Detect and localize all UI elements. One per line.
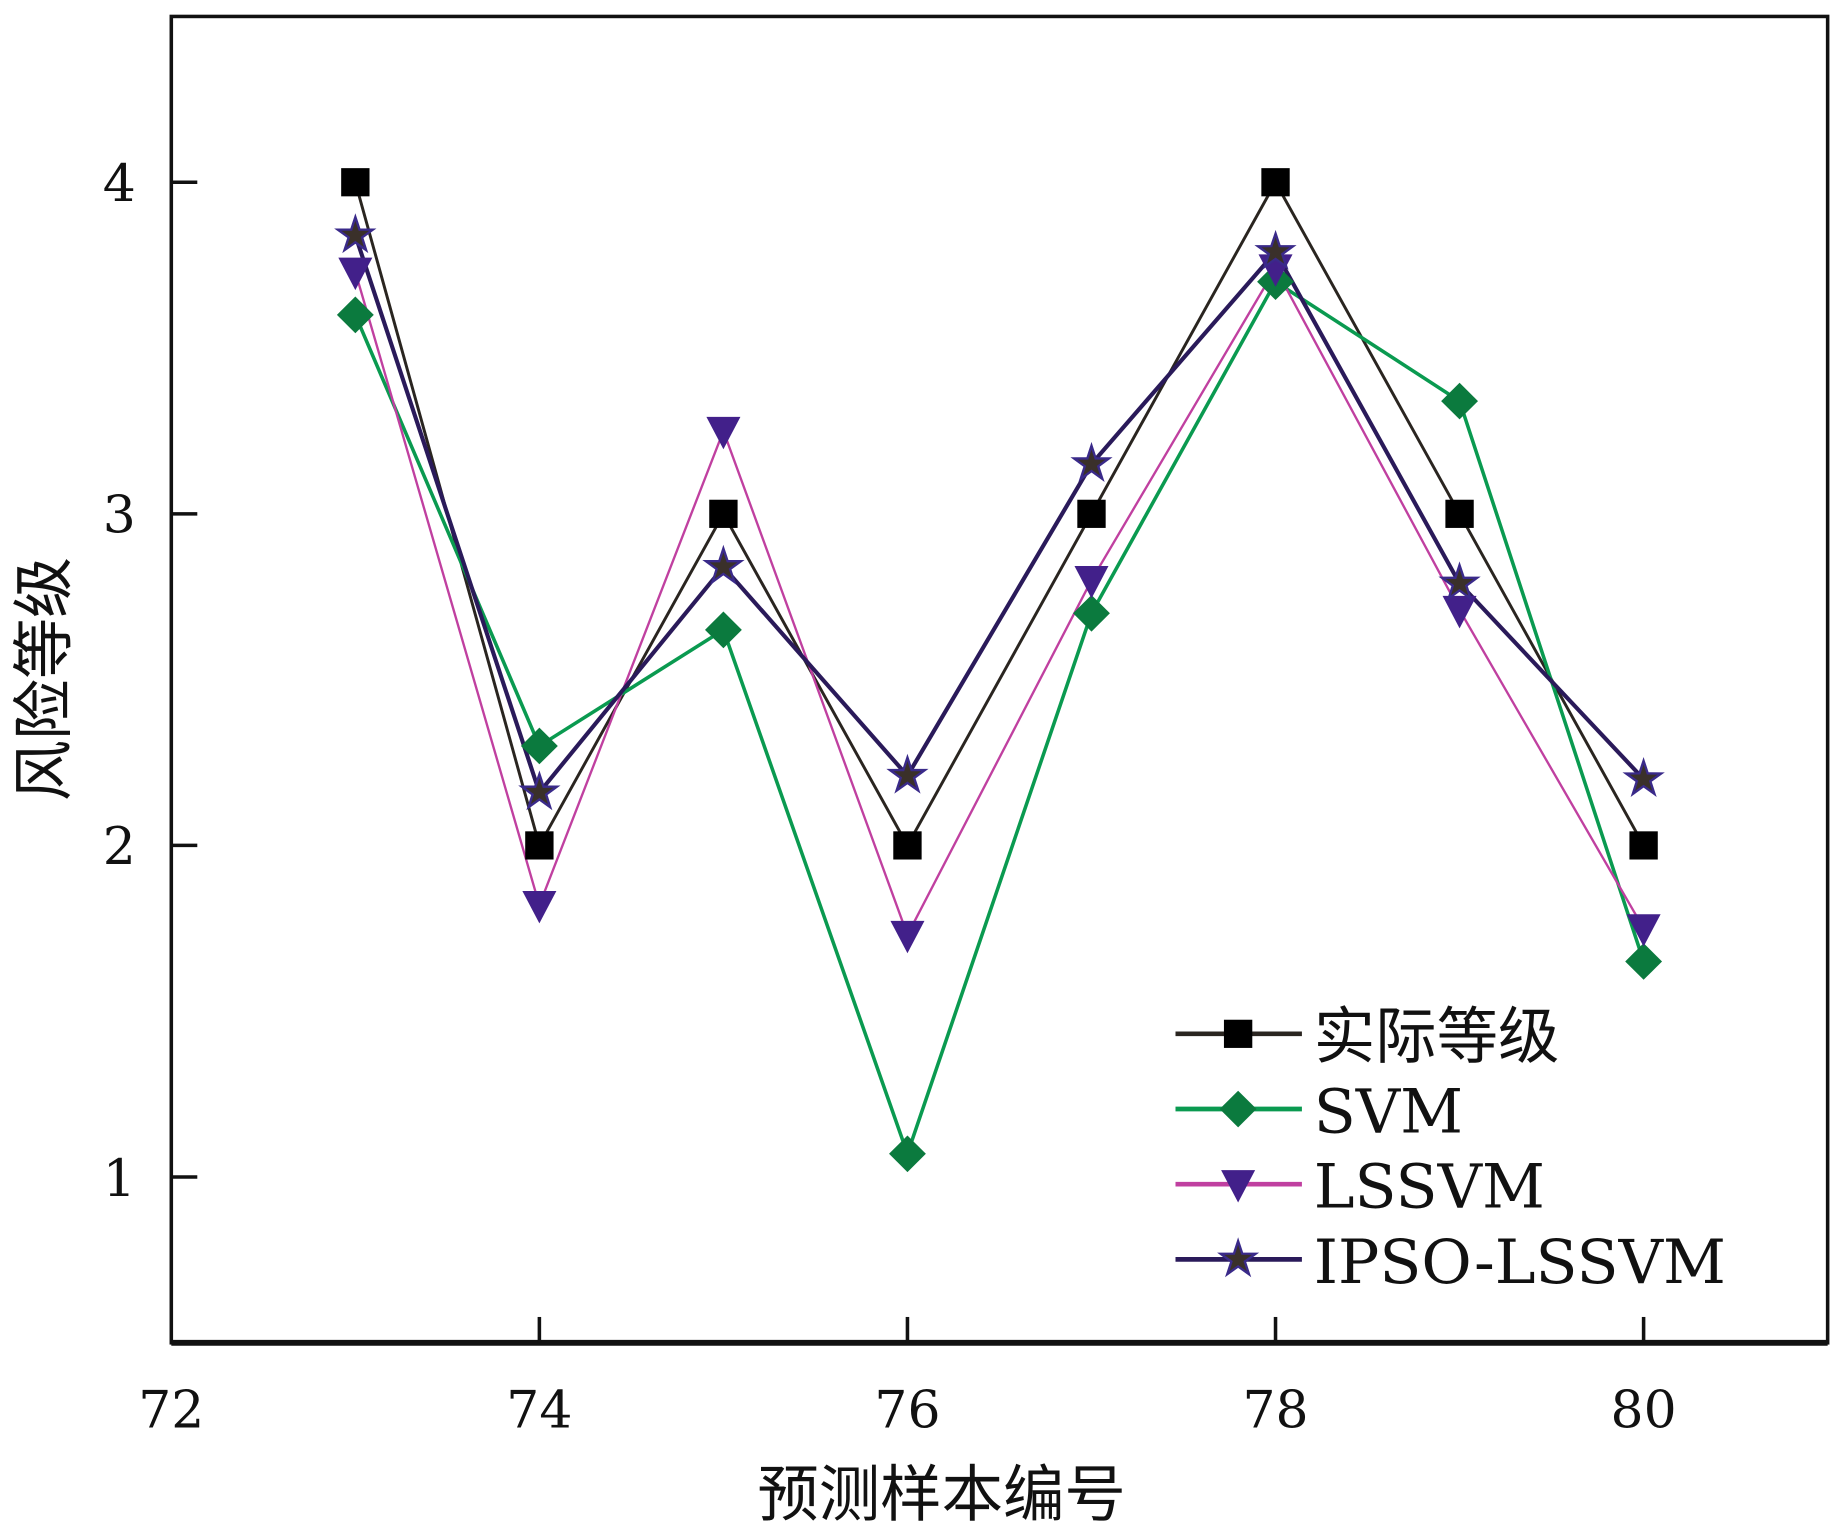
y-tick-label: 1 (103, 1149, 136, 1209)
data-point-square (1077, 499, 1106, 528)
data-point-diamond (704, 611, 742, 649)
data-point-diamond (1625, 943, 1663, 980)
legend-marker-diamond (1219, 1090, 1257, 1128)
data-point-star (886, 753, 929, 794)
data-point-triangle-down (890, 920, 925, 954)
data-point-square (893, 831, 922, 860)
x-tick-label: 74 (506, 1381, 572, 1441)
data-point-star (334, 213, 377, 254)
data-point-triangle-down (1442, 595, 1477, 629)
data-point-star (1622, 757, 1665, 797)
x-tick-label: 80 (1611, 1381, 1677, 1441)
legend-item: 实际等级 (1175, 1001, 1560, 1072)
legend-marker-triangle-down (1221, 1170, 1256, 1203)
legend-marker-square (1223, 1019, 1253, 1048)
legend-item: LSSVM (1175, 1152, 1545, 1223)
series-ipsolssvm (353, 234, 1646, 797)
data-point-diamond (336, 296, 374, 334)
data-point-star (702, 544, 745, 585)
data-point-star (1438, 561, 1481, 602)
legend-label: SVM (1314, 1077, 1463, 1148)
data-point-diamond (520, 727, 558, 765)
series-line (353, 279, 1646, 1160)
data-point-square (1629, 831, 1658, 860)
legend-item: IPSO-LSSVM (1175, 1227, 1726, 1298)
y-tick-label: 2 (103, 817, 136, 877)
series-line (353, 234, 1646, 797)
x-axis-label: 预测样本编号 (757, 1460, 1126, 1531)
data-point-triangle-down (706, 416, 741, 450)
data-point-square (1261, 168, 1290, 197)
data-point-diamond (889, 1135, 926, 1173)
data-point-triangle-down (1074, 566, 1109, 599)
series-line (354, 266, 1645, 938)
x-tick-label: 78 (1242, 1381, 1308, 1441)
data-point-star (1070, 441, 1113, 483)
data-point-square (341, 168, 370, 197)
data-point-triangle-down (1626, 914, 1661, 947)
x-tick-label: 76 (874, 1381, 940, 1441)
legend-label: 实际等级 (1314, 1001, 1560, 1072)
x-tick-label: 72 (138, 1381, 204, 1441)
legend-label: IPSO-LSSVM (1314, 1227, 1726, 1298)
legend-marker-star (1217, 1237, 1260, 1278)
series-svm (353, 279, 1646, 1160)
series- (353, 179, 1645, 850)
y-tick-label: 3 (103, 486, 136, 546)
data-point-star (518, 770, 561, 811)
data-point-triangle-down (522, 891, 557, 924)
data-point-square (709, 499, 738, 528)
data-point-diamond (1441, 382, 1478, 420)
data-point-star (1254, 229, 1297, 270)
series-lssvm (354, 266, 1645, 938)
ticks-layer: 72 74 76 78 80 1 2 3 4 (103, 154, 1677, 1440)
series-layer (334, 168, 1665, 1173)
legend-item: SVM (1175, 1077, 1463, 1148)
data-point-diamond (1073, 594, 1110, 632)
series-line (353, 179, 1645, 850)
legend-label: LSSVM (1314, 1152, 1545, 1223)
data-point-square (1445, 499, 1474, 528)
data-point-triangle-down (338, 257, 373, 291)
y-axis-label: 风险等级 (9, 557, 80, 801)
y-tick-label: 4 (103, 154, 136, 214)
data-point-square (525, 831, 554, 860)
